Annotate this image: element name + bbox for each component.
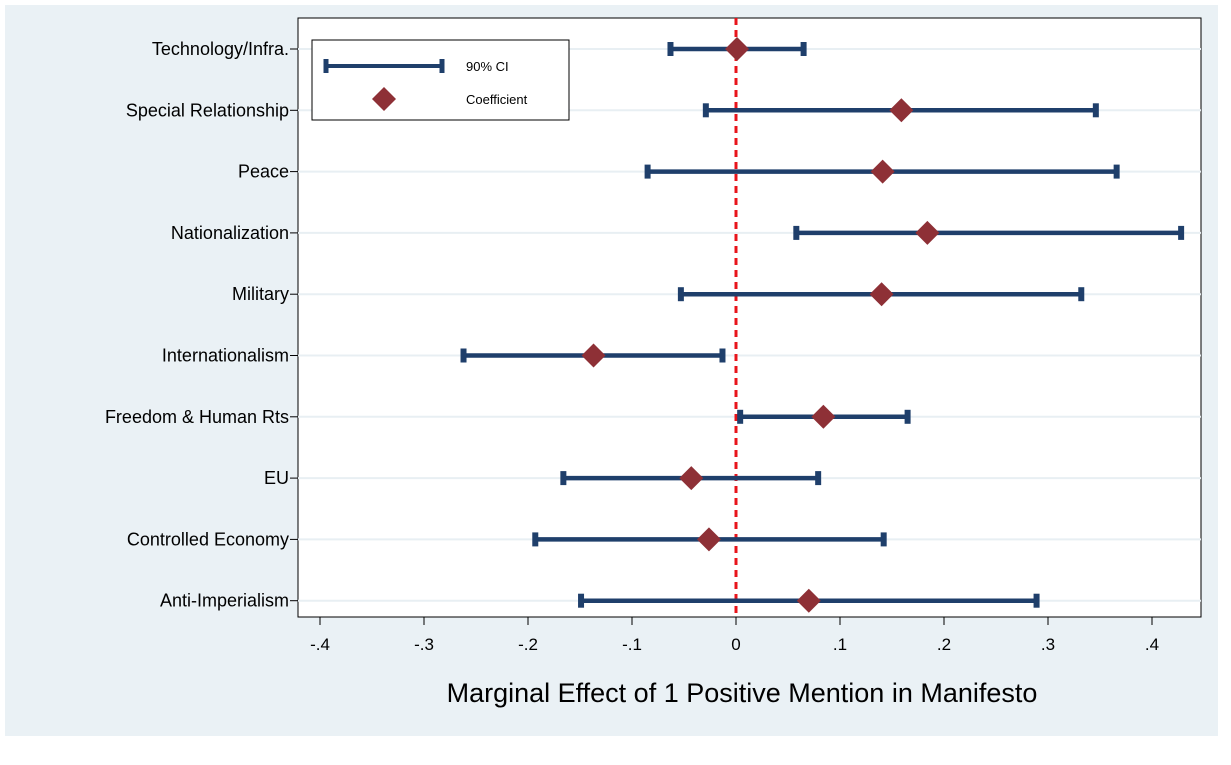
coefficient-point (725, 37, 750, 61)
coefficient-point (915, 220, 940, 245)
y-category-label: Freedom & Human Rts (105, 407, 289, 427)
legend-box (311, 39, 570, 121)
coefficient-point (679, 466, 704, 491)
legend-ci-label: 90% CI (466, 59, 509, 74)
x-tick-label: .1 (833, 635, 847, 654)
coefficient-point (870, 159, 895, 184)
axes: Technology/Infra. Special Relationship Pea… (105, 39, 1159, 654)
y-category-label: Technology/Infra. (152, 39, 289, 59)
legend: 90% CI Coefficient (311, 39, 570, 121)
y-category-label: Nationalization (171, 223, 289, 243)
x-tick-label: -.4 (310, 635, 330, 654)
y-category-label: Peace (238, 162, 289, 182)
legend-ci-symbol (323, 59, 445, 73)
x-tick-label: .4 (1145, 635, 1159, 654)
coefficient-point (869, 282, 894, 307)
x-tick-label: -.3 (414, 635, 434, 654)
y-category-label: Internationalism (162, 346, 289, 366)
x-axis-title: Marginal Effect of 1 Positive Mention in… (447, 678, 1038, 708)
coefficient-point (696, 527, 721, 552)
coefficient-point (796, 588, 821, 613)
coefficient-point (811, 404, 836, 429)
y-category-label: Military (232, 284, 289, 304)
x-tick-label: .2 (937, 635, 951, 654)
legend-coefficient-label: Coefficient (466, 92, 528, 107)
x-tick-label: -.1 (622, 635, 642, 654)
chart-marks (460, 37, 1185, 613)
x-tick-label: 0 (731, 635, 740, 654)
y-category-label: Anti-Imperialism (160, 591, 289, 611)
ci-bar (793, 225, 1185, 240)
x-tick-label: .3 (1041, 635, 1055, 654)
coefficient-point (581, 343, 606, 368)
y-category-label: Controlled Economy (127, 529, 289, 549)
y-category-label: EU (264, 468, 289, 488)
y-category-label: Special Relationship (126, 100, 289, 120)
coefficient-point (889, 98, 914, 123)
legend-diamond-symbol (372, 87, 396, 111)
x-tick-label: -.2 (518, 635, 538, 654)
